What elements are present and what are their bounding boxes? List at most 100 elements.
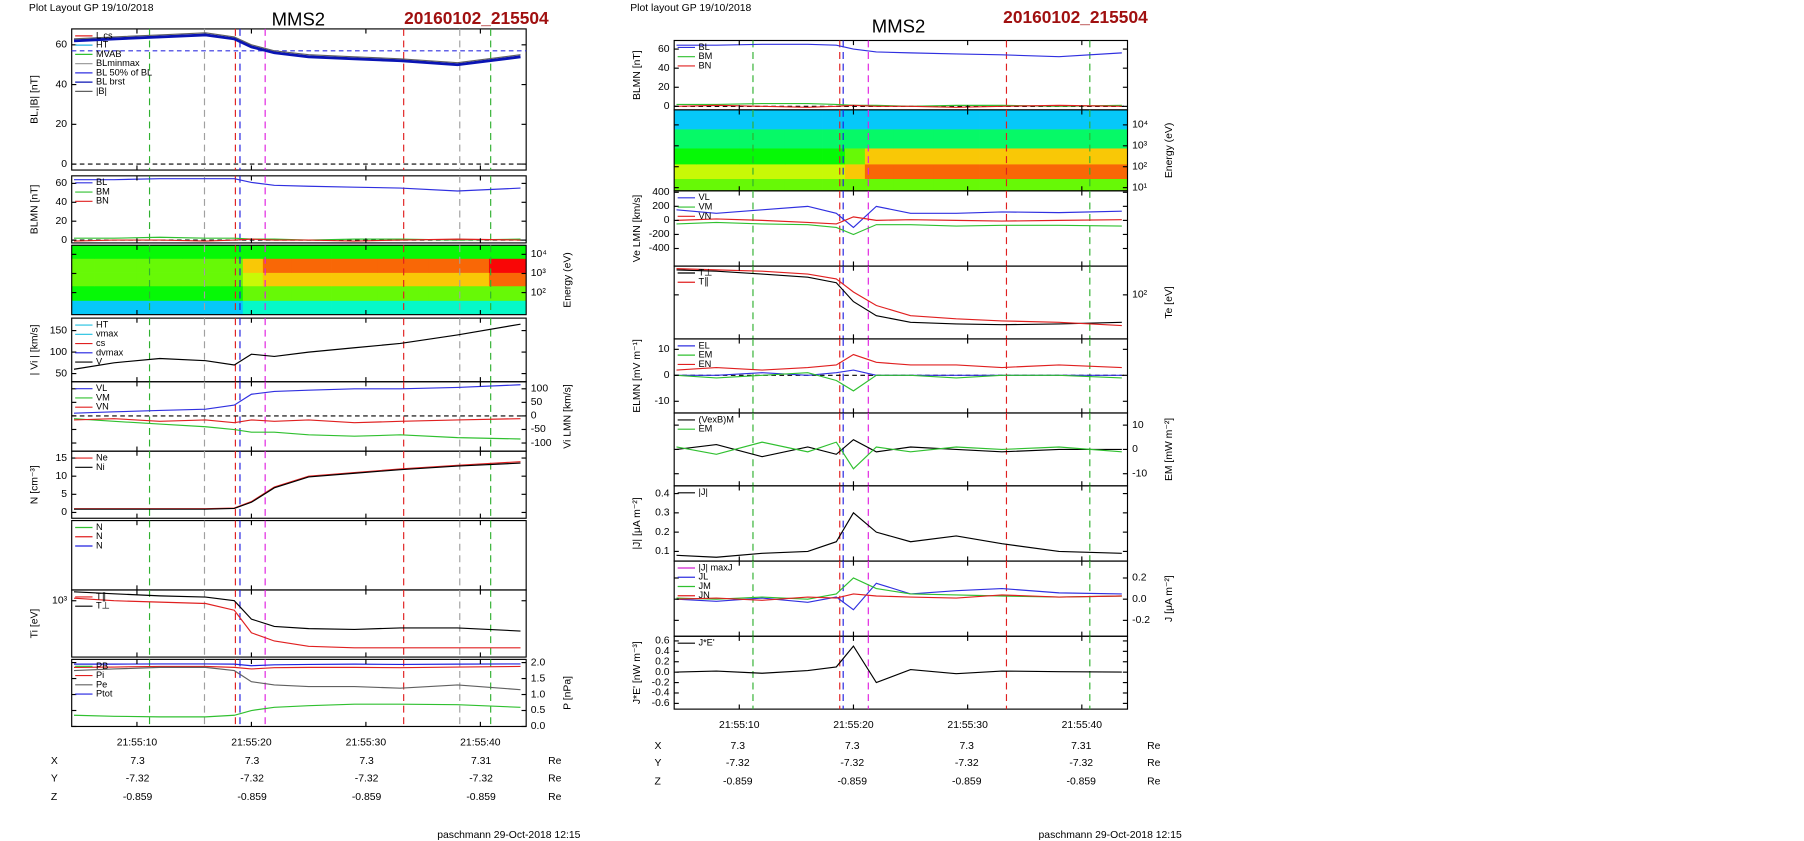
series-line	[74, 462, 521, 510]
y-tick-label: 40	[658, 63, 670, 74]
heatmap-cell	[136, 300, 184, 315]
legend-label: T∥	[698, 277, 708, 287]
heatmap-cell	[262, 285, 292, 301]
y-tick-label: -100	[531, 438, 552, 449]
legend-label: |J| maxJ	[698, 562, 732, 572]
y-tick-label: 40	[56, 197, 68, 208]
y-tick-label: 60	[56, 40, 68, 51]
legend-label: EM	[698, 350, 712, 360]
position-cell: 7.31	[1071, 741, 1091, 752]
heatmap-cell	[696, 178, 740, 192]
heatmap-cell	[844, 148, 866, 165]
heatmap-cell	[331, 272, 378, 287]
heatmap-cell	[864, 164, 894, 180]
series-line	[676, 369, 1122, 376]
position-cell: -7.32	[355, 773, 379, 784]
heatmap-cell	[331, 245, 378, 259]
y-tick-label: 20	[56, 119, 68, 130]
x-tick-label: 21:55:20	[833, 720, 874, 731]
heatmap-cell	[291, 285, 332, 301]
heatmap-cell	[488, 245, 527, 259]
heatmap-cell	[784, 109, 823, 130]
heatmap-cell	[864, 178, 894, 192]
series-line	[74, 663, 521, 667]
x-tick-label: 21:55:30	[346, 737, 387, 748]
position-cell: 7.3	[245, 756, 260, 767]
header: Plot layout GP 19/10/2018	[630, 3, 751, 14]
heatmap-cell	[94, 300, 138, 315]
legend-label: BL	[698, 42, 709, 52]
y-axis-label: | Vi | [km/s]	[29, 324, 40, 375]
y-tick-label: 10²	[1132, 290, 1148, 301]
position-cell: X	[655, 741, 662, 752]
series-line	[73, 591, 521, 632]
series-line	[676, 269, 1122, 326]
heatmap-cell	[331, 300, 378, 315]
y-tick-label: 10³	[531, 268, 547, 279]
heatmap-cell	[844, 109, 866, 130]
heatmap-cell	[844, 178, 866, 192]
legend-label: BN	[96, 196, 109, 206]
y-tick-label: 10²	[1132, 161, 1148, 172]
legend-label: (VexB)M	[698, 414, 733, 424]
y-tick-label: 0.3	[655, 508, 670, 519]
heatmap-cell	[1030, 164, 1091, 180]
panel-frame	[673, 560, 1129, 637]
heatmap-cell	[291, 258, 332, 273]
panel-frame	[71, 450, 527, 519]
panel-frame	[71, 589, 527, 658]
series-line	[676, 43, 1122, 58]
series-line	[676, 353, 1122, 371]
heatmap-cell	[182, 272, 221, 287]
panel-frame	[71, 175, 527, 244]
y-tick-label: 0.1	[655, 546, 670, 557]
heatmap-cell	[933, 109, 980, 130]
y-axis-label: J*E' [nW m⁻³]	[632, 641, 643, 704]
y-tick-label: 50	[531, 397, 543, 408]
y-tick-label: 10	[56, 471, 68, 482]
heatmap-cell	[822, 129, 846, 149]
legend-label: T⊥	[698, 267, 712, 277]
heatmap-cell	[219, 258, 244, 273]
x-tick-label: 21:55:40	[1062, 720, 1103, 731]
position-cell: 7.3	[359, 756, 374, 767]
y-tick-label: 10¹	[1132, 182, 1148, 193]
legend-label: MVAB	[96, 49, 122, 59]
y-tick-label: 0.6	[655, 636, 670, 647]
y-axis-label: |J| [μA m⁻²]	[632, 497, 643, 549]
heatmap-cell	[219, 272, 244, 287]
y-axis-label: Te [eV]	[1164, 286, 1175, 318]
legend-label: N	[96, 522, 103, 532]
heatmap-cell	[844, 129, 866, 149]
position-cell: Z	[51, 792, 58, 803]
position-cell: Re	[548, 756, 562, 767]
panel-frame	[71, 519, 527, 591]
y-tick-label: 0.4	[655, 488, 670, 499]
position-cell: -7.32	[955, 758, 979, 769]
y-tick-label: -200	[649, 229, 670, 240]
heatmap-cell	[864, 148, 894, 165]
heatmap-cell	[182, 258, 221, 273]
y-tick-label: 60	[56, 178, 68, 189]
heatmap-cell	[94, 272, 138, 287]
series-line	[73, 323, 521, 370]
series-line	[74, 665, 521, 670]
legend-label: JM	[698, 581, 710, 591]
y-tick-label: 20	[56, 216, 68, 227]
panel-frame	[673, 190, 1129, 267]
header: Plot Layout GP 19/10/2018	[29, 3, 154, 14]
legend-label: EM	[698, 424, 712, 434]
y-tick-label: 10	[1132, 420, 1144, 431]
y-tick-label: -50	[531, 424, 546, 435]
y-tick-label: 10⁴	[531, 249, 547, 260]
position-cell: Y	[51, 773, 58, 784]
heatmap-cell	[488, 285, 527, 301]
heatmap-cell	[428, 258, 490, 273]
heatmap-cell	[784, 164, 823, 180]
position-cell: -0.859	[952, 777, 982, 788]
position-cell: -7.32	[240, 773, 264, 784]
heatmap-cell	[71, 300, 95, 315]
legend-label: J*E'	[698, 638, 714, 648]
title: MMS2	[272, 9, 325, 30]
